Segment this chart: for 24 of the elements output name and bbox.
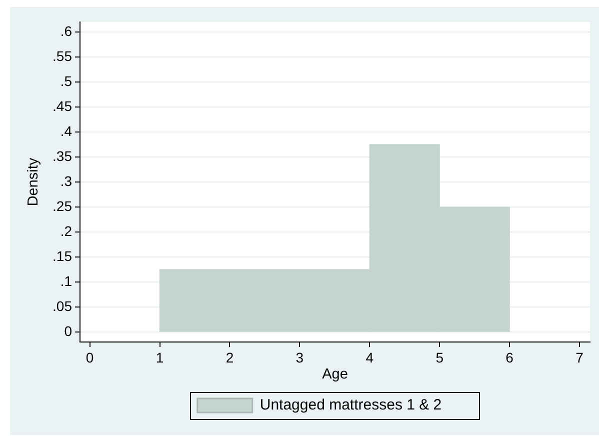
x-axis-title: Age: [322, 366, 348, 382]
y-tick-label: .4: [60, 122, 72, 139]
legend-label: Untagged mattresses 1 & 2: [260, 396, 442, 414]
y-tick-label: .05: [52, 298, 72, 314]
y-tick-label: .45: [52, 98, 72, 114]
y-tick-label: .2: [60, 222, 72, 239]
y-tick-label: .25: [52, 198, 72, 214]
x-tick-label: 4: [366, 349, 374, 366]
x-tick-label: 6: [506, 349, 514, 366]
x-tick-label: 5: [436, 349, 444, 366]
x-tick-label: 2: [226, 349, 234, 366]
y-tick-label: .15: [52, 248, 72, 264]
x-tick-label: 0: [86, 349, 94, 366]
y-tick-label: 0: [64, 322, 72, 339]
x-tick-label: 1: [156, 349, 164, 366]
y-tick-label: .3: [60, 172, 72, 189]
x-tick-label: 7: [576, 349, 584, 366]
y-tick-label: .35: [52, 148, 72, 164]
y-axis-title: Density: [26, 157, 42, 206]
y-tick-label: .5: [60, 72, 72, 89]
y-tick-label: .1: [60, 272, 72, 289]
y-tick-label: .6: [60, 22, 72, 39]
x-tick-label: 3: [296, 349, 304, 366]
y-tick-label: .55: [52, 48, 72, 64]
